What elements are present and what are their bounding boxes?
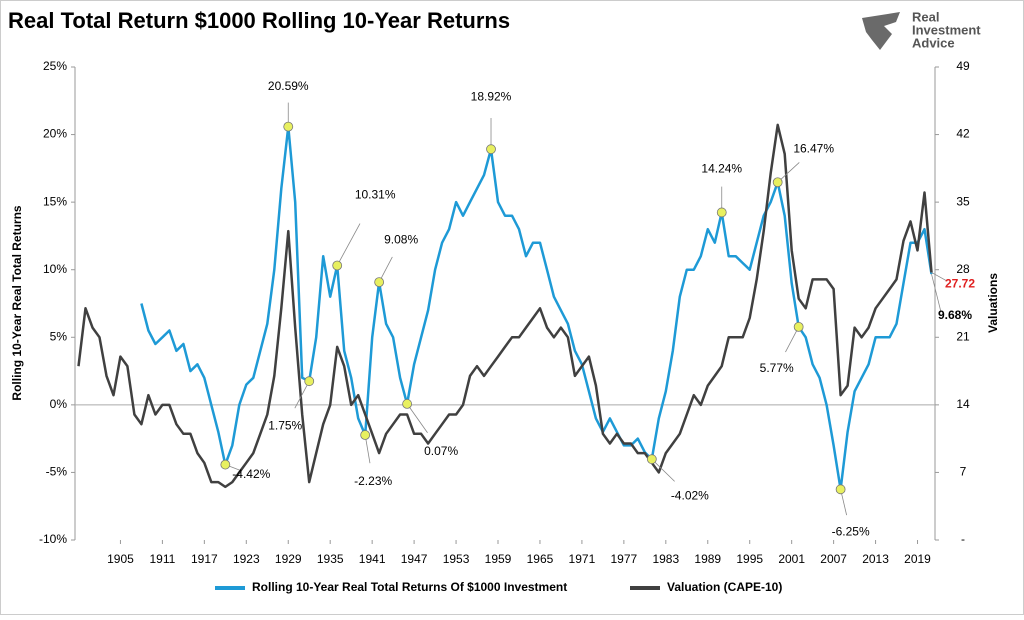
x-tick-label: 1929 bbox=[275, 552, 302, 566]
annotation-label: 20.59% bbox=[268, 79, 309, 93]
x-tick-label: 1953 bbox=[443, 552, 470, 566]
annotation-marker bbox=[402, 399, 413, 409]
x-tick-label: 2007 bbox=[820, 552, 847, 566]
annotation-marker bbox=[283, 121, 294, 132]
annotation-marker bbox=[332, 260, 343, 271]
annotation-label: 1.75% bbox=[268, 418, 302, 432]
y2-tick-label: 21 bbox=[956, 329, 970, 343]
y-tick-label: 0% bbox=[50, 397, 68, 411]
x-tick-label: 1947 bbox=[401, 552, 428, 566]
x-tick-label: 2019 bbox=[904, 552, 931, 566]
x-tick-label: 2001 bbox=[778, 552, 805, 566]
end-label: 27.72 bbox=[945, 277, 975, 291]
leader-line bbox=[336, 223, 361, 266]
annotation-label: 18.92% bbox=[471, 89, 512, 103]
chart-title: Real Total Return $1000 Rolling 10-Year … bbox=[8, 8, 510, 33]
x-tick-label: 1923 bbox=[233, 552, 260, 566]
y-tick-label: -10% bbox=[39, 532, 67, 546]
y-axis-label: Rolling 10-Year Real Total Returns bbox=[10, 205, 24, 400]
legend-label: Valuation (CAPE-10) bbox=[667, 580, 782, 594]
annotation-marker bbox=[835, 484, 846, 495]
y-tick-label: -5% bbox=[46, 465, 68, 479]
end-label: 9.68% bbox=[938, 308, 972, 322]
logo-icon bbox=[862, 12, 900, 50]
x-tick-label: 1911 bbox=[149, 552, 175, 566]
y2-tick-label: 14 bbox=[956, 397, 970, 411]
annotation-marker bbox=[360, 430, 371, 440]
x-tick-label: 2013 bbox=[862, 552, 889, 566]
x-tick-label: 1983 bbox=[652, 552, 679, 566]
x-tick-label: 1941 bbox=[359, 552, 386, 566]
x-tick-label: 1989 bbox=[694, 552, 721, 566]
x-tick-label: 1917 bbox=[191, 552, 218, 566]
annotation-marker bbox=[793, 321, 804, 332]
annotation-marker bbox=[772, 177, 783, 188]
annotation-label: 14.24% bbox=[701, 162, 742, 176]
annotation-label: 10.31% bbox=[355, 188, 396, 202]
annotation-marker bbox=[304, 376, 315, 387]
leader-line bbox=[931, 273, 942, 313]
annotation-marker bbox=[716, 207, 727, 218]
y-tick-label: 10% bbox=[43, 262, 67, 276]
x-tick-label: 1995 bbox=[736, 552, 763, 566]
leader-line bbox=[931, 272, 947, 281]
annotation-label: 9.08% bbox=[384, 232, 418, 246]
annotation-marker bbox=[374, 277, 385, 288]
data-line bbox=[77, 123, 933, 489]
leader-line bbox=[651, 458, 675, 482]
annotation-label: -2.23% bbox=[354, 474, 392, 488]
annotation-label: -6.25% bbox=[832, 524, 870, 538]
annotation-label: -4.02% bbox=[671, 488, 709, 502]
y-tick-label: 5% bbox=[50, 329, 68, 343]
y2-tick-label: - bbox=[961, 532, 965, 546]
leader-line bbox=[294, 381, 310, 409]
annotation-label: 0.07% bbox=[424, 444, 458, 458]
x-tick-label: 1905 bbox=[107, 552, 134, 566]
y2-tick-label: 49 bbox=[956, 59, 970, 73]
annotation-label: 16.47% bbox=[793, 141, 834, 155]
annotation-label: 5.77% bbox=[760, 361, 794, 375]
annotation-label: -4.42% bbox=[232, 467, 270, 481]
legend-label: Rolling 10-Year Real Total Returns Of $1… bbox=[252, 580, 567, 594]
y2-tick-label: 42 bbox=[956, 127, 970, 141]
annotation-marker bbox=[486, 144, 496, 155]
x-tick-label: 1935 bbox=[317, 552, 344, 566]
y2-tick-label: 7 bbox=[960, 465, 967, 479]
x-tick-label: 1959 bbox=[485, 552, 512, 566]
x-tick-label: 1977 bbox=[611, 552, 638, 566]
brand-text: Advice bbox=[912, 35, 955, 50]
brand-logo: Real Investment Advice bbox=[862, 9, 981, 50]
x-tick-label: 1965 bbox=[527, 552, 554, 566]
y-tick-label: 15% bbox=[43, 194, 67, 208]
y-tick-label: 25% bbox=[43, 59, 67, 73]
y2-tick-label: 35 bbox=[956, 194, 970, 208]
x-tick-label: 1971 bbox=[569, 552, 596, 566]
annotation-marker bbox=[646, 454, 657, 465]
leader-line bbox=[406, 403, 428, 433]
y-tick-label: 20% bbox=[43, 127, 67, 141]
y2-tick-label: 28 bbox=[956, 262, 970, 276]
brand-text: Investment bbox=[912, 22, 981, 37]
y2-axis-label: Valuations bbox=[986, 273, 1000, 333]
annotation-marker bbox=[220, 459, 231, 470]
brand-text: Real bbox=[912, 9, 939, 24]
